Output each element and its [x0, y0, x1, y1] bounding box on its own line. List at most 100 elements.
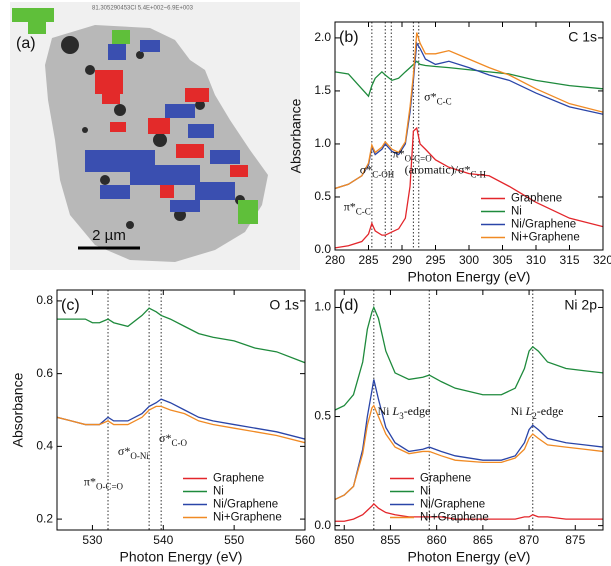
- spectrum-line: [335, 379, 603, 501]
- annotation: σ*C-OH: [360, 162, 395, 179]
- x-tick-label: 310: [526, 253, 546, 267]
- y-tick-label: 0.0: [314, 242, 331, 256]
- annotation: σ*C-C: [424, 89, 451, 106]
- x-tick-label: 320: [593, 253, 611, 267]
- annotation: π*O-C=O: [393, 146, 433, 163]
- chart-panel: 0.0 0.5 1.0 1.5 2.0 280 285 290 295 300 305 310 315 3…: [288, 21, 611, 285]
- annotation-part: Ni: [378, 404, 393, 418]
- chart-panel: 0.0 0.5 1.0 850 855 860 865 870 875 (d) Ni 2p Photo…: [314, 289, 604, 565]
- spectrum-line: [335, 126, 603, 249]
- spectrum-line: [335, 502, 603, 522]
- spectrum-line: [335, 60, 603, 98]
- annotation-part: 2: [532, 411, 537, 421]
- spectrum-line: [335, 32, 603, 190]
- red-regions: [95, 70, 248, 198]
- annotation: π*O-C=O: [84, 474, 124, 491]
- annotation-part: 3: [399, 411, 404, 421]
- annotation-part: σ*: [360, 162, 372, 176]
- legend-label: Graphene: [420, 473, 471, 485]
- x-tick-label: 560: [295, 533, 315, 547]
- corner-label: C 1s: [568, 29, 597, 45]
- image-caption: 81.305290453Cl 5.4E+002~6.9E+003: [92, 6, 194, 12]
- x-tick-label: 855: [380, 533, 400, 547]
- annotation-part: (aromatic)/σ*: [405, 162, 471, 176]
- scale-bar-label: 2 µm: [92, 227, 126, 244]
- plot-frame: [56, 289, 306, 531]
- x-axis-label: Photon Energy (eV): [120, 549, 243, 565]
- legend-label: Ni: [420, 486, 431, 498]
- y-tick-label: 0.2: [36, 511, 53, 525]
- y-axis-label: Absorbance: [288, 98, 304, 173]
- spectrum-line: [57, 307, 305, 364]
- x-tick-label: 850: [334, 533, 354, 547]
- legend-label: Ni: [213, 486, 224, 498]
- x-tick-label: 280: [325, 253, 345, 267]
- y-tick-label: 0.6: [36, 366, 53, 380]
- y-tick-label: 1.0: [314, 300, 331, 314]
- x-tick-label: 305: [492, 253, 512, 267]
- x-tick-label: 315: [559, 253, 579, 267]
- y-tick-label: 0.4: [36, 439, 53, 453]
- x-axis-label: Photon Energy (eV): [408, 269, 531, 285]
- annotation-part: π*: [84, 474, 96, 488]
- annotation-part: O-C=O: [96, 482, 124, 492]
- legend-label: Ni/Graphene: [420, 499, 485, 511]
- panel-label: (d): [339, 297, 359, 314]
- annotation-part: C-C: [437, 96, 452, 106]
- legend-label: Ni: [511, 206, 522, 218]
- blue-regions: [85, 40, 240, 212]
- green-regions: [12, 8, 258, 224]
- spectrum-line: [57, 405, 305, 444]
- legend-label: Ni/Graphene: [213, 499, 278, 511]
- panel-label: (b): [339, 29, 359, 46]
- x-tick-label: 865: [473, 533, 493, 547]
- annotation-part: C-O: [172, 438, 188, 448]
- annotation-part: -edge: [537, 404, 564, 418]
- legend-label: Ni+Graphene: [420, 512, 489, 524]
- x-tick-label: 875: [565, 533, 585, 547]
- x-tick-label: 300: [459, 253, 479, 267]
- corner-label: O 1s: [269, 297, 299, 313]
- chart-panel: 0.2 0.4 0.6 0.8 530 540 550 560 (c) O 1s Photon En…: [10, 289, 315, 565]
- panel-label: (c): [61, 297, 80, 314]
- dark-specks: [61, 36, 245, 229]
- x-axis-label: Photon Energy (eV): [408, 549, 531, 565]
- legend-label: Ni/Graphene: [511, 219, 576, 231]
- y-tick-label: 1.0: [314, 136, 331, 150]
- legend-label: Graphene: [511, 193, 562, 205]
- annotation-part: σ*: [118, 444, 130, 458]
- y-axis-label: Absorbance: [10, 372, 26, 447]
- annotation: (aromatic)/σ*C-H: [405, 162, 487, 179]
- y-tick-label: 2.0: [314, 30, 331, 44]
- panel-label: (a): [16, 35, 36, 52]
- annotation-part: O-C=O: [405, 154, 433, 164]
- annotation-part: Ni: [511, 404, 526, 418]
- annotation-part: π*: [344, 199, 356, 213]
- annotation-part: C-OH: [372, 170, 394, 180]
- annotation-part: C-H: [470, 170, 486, 180]
- annotation-part: σ*: [159, 431, 171, 445]
- annotation-part: O-Ni: [130, 451, 149, 461]
- y-tick-label: 0.5: [314, 409, 331, 423]
- annotation: π*C-C: [344, 199, 371, 216]
- y-tick-label: 0.0: [314, 518, 331, 532]
- annotation: σ*C-O: [159, 431, 187, 448]
- spectrum-line: [335, 404, 603, 501]
- x-tick-label: 860: [427, 533, 447, 547]
- annotation-part: C-C: [356, 207, 371, 217]
- x-tick-label: 290: [392, 253, 412, 267]
- x-tick-label: 870: [519, 533, 539, 547]
- x-tick-label: 540: [153, 533, 173, 547]
- legend-label: Ni+Graphene: [511, 232, 580, 244]
- plot-frame: [334, 21, 604, 251]
- annotation-part: π*: [393, 146, 405, 160]
- annotation-part: L: [392, 404, 400, 418]
- annotation-part: L: [525, 404, 533, 418]
- y-tick-label: 0.8: [36, 293, 53, 307]
- spectrum-line: [57, 398, 305, 440]
- x-tick-label: 285: [358, 253, 378, 267]
- annotation-part: -edge: [404, 404, 431, 418]
- legend-label: Graphene: [213, 473, 264, 485]
